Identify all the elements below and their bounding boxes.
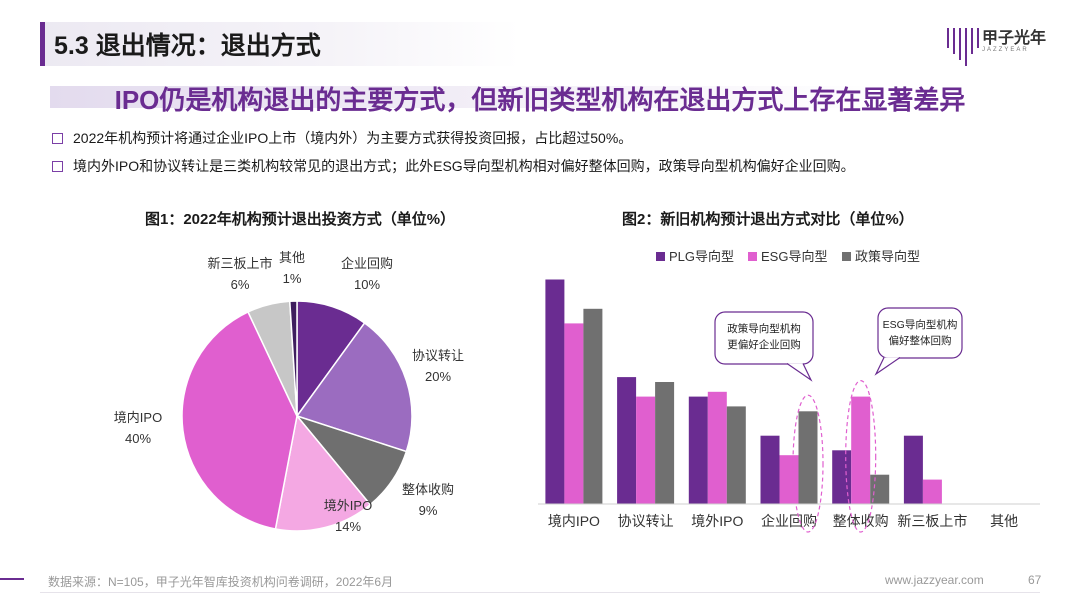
bullet-text: 境内外IPO和协议转让是三类机构较常见的退出方式；此外ESG导向型机构相对偏好整… <box>73 158 855 174</box>
x-tick-label: 协议转让 <box>618 513 674 529</box>
pie-slice-value: 10% <box>354 277 380 292</box>
highlight-ellipse <box>845 380 877 533</box>
brand-logo-icon <box>947 28 979 66</box>
pie-slice-value: 6% <box>231 277 250 292</box>
pie-slice-value: 20% <box>425 369 451 384</box>
brand-logo-subtext: JAZZYEAR <box>982 47 1029 53</box>
pie-slice-label: 其他 <box>279 250 305 265</box>
pie-slice-value: 14% <box>335 519 361 534</box>
bullet-item: 境内外IPO和协议转让是三类机构较常见的退出方式；此外ESG导向型机构相对偏好整… <box>52 156 855 176</box>
annotation-text: 政策导向型机构 <box>727 322 801 335</box>
x-tick-label: 境内IPO <box>548 513 600 529</box>
annotation-callout <box>877 307 963 359</box>
bar <box>832 450 852 504</box>
legend-swatch <box>842 252 851 261</box>
annotation-callout <box>714 311 814 365</box>
x-tick-label: 企业回购 <box>761 513 817 529</box>
bar <box>726 406 746 504</box>
pie-slice-label: 境内IPO <box>114 410 162 425</box>
bar <box>903 435 923 504</box>
pie-slice-label: 境外IPO <box>324 498 372 513</box>
bar <box>922 479 942 504</box>
page-title: 5.3 退出情况：退出方式 <box>54 32 321 60</box>
bar <box>779 455 799 504</box>
bullet-item: 2022年机构预计将通过企业IPO上市（境内外）为主要方式获得投资回报，占比超过… <box>52 128 632 148</box>
footer-url[interactable]: www.jazzyear.com <box>885 573 984 587</box>
bar <box>688 396 708 504</box>
pie-slice-value: 9% <box>419 503 438 518</box>
footer-divider <box>40 592 1040 593</box>
x-tick-label: 新三板上市 <box>897 513 967 529</box>
pie-slice-7 <box>288 300 298 417</box>
legend-swatch <box>656 252 665 261</box>
pie-chart: 企业回购 10% 协议转让 20% 整体收购 9% 境外IPO 14% 境内IPO 40% 新三板上… <box>114 250 464 534</box>
bullet-square-icon <box>52 160 63 172</box>
pie-slice-2 <box>295 321 413 453</box>
bar <box>798 411 818 504</box>
brand-logo-text: 甲子光年 <box>982 30 1047 47</box>
x-tick-label: 整体收购 <box>833 513 889 529</box>
bar <box>655 382 675 504</box>
pie-slice-label: 协议转让 <box>412 348 464 363</box>
footer-accent <box>0 578 24 580</box>
bar <box>707 391 727 504</box>
title-background <box>40 22 520 66</box>
pie-slice-label: 企业回购 <box>341 256 393 271</box>
bar <box>564 323 584 504</box>
title-accent-bar <box>40 22 45 66</box>
pie-slice-label: 新三板上市 <box>207 256 272 271</box>
legend-label: ESG导向型 <box>761 249 827 264</box>
pie-chart-title: 图1：2022年机构预计退出投资方式（单位%） <box>145 211 456 228</box>
bar <box>636 396 656 504</box>
annotation-text: 偏好整体回购 <box>889 334 952 347</box>
pie-slice-1 <box>296 300 366 419</box>
bar <box>545 279 565 504</box>
pie-slice-label: 整体收购 <box>402 482 454 497</box>
bullet-text: 2022年机构预计将通过企业IPO上市（境内外）为主要方式获得投资回报，占比超过… <box>73 130 633 146</box>
highlight-ellipse <box>792 394 824 533</box>
bar-chart: PLG导向型 ESG导向型 政策导向型境内IPO 协议转让 境外IPO 企业回购 整体收购新… <box>538 249 1040 533</box>
bar <box>583 308 603 504</box>
annotation-text: 更偏好企业回购 <box>727 338 801 351</box>
x-tick-label: 境外IPO <box>691 513 743 529</box>
annotation-text: ESG导向型机构 <box>883 318 958 331</box>
data-source: 数据来源：N=105，甲子光年智库投资机构问卷调研，2022年6月 <box>48 575 394 589</box>
annotation-pointer <box>786 363 813 382</box>
subtitle: IPO仍是机构退出的主要方式，但新旧类型机构在退出方式上存在显著差异 <box>114 85 966 115</box>
bar <box>870 474 890 504</box>
x-tick-label: 其他 <box>990 513 1018 529</box>
bar <box>760 435 780 504</box>
legend-label: PLG导向型 <box>669 249 734 264</box>
legend-label: 政策导向型 <box>855 249 920 264</box>
pie-slice-5 <box>181 310 298 530</box>
bar-chart-title: 图2：新旧机构预计退出方式对比（单位%） <box>622 211 914 228</box>
bar <box>851 396 871 504</box>
subtitle-band <box>50 86 890 108</box>
bullet-square-icon <box>52 132 63 144</box>
legend-swatch <box>748 252 757 261</box>
pie-slice-value: 40% <box>125 431 151 446</box>
bar <box>617 377 637 504</box>
page-number: 67 <box>1028 573 1042 587</box>
pie-slice-value: 1% <box>283 271 302 286</box>
pie-slice-4 <box>274 414 372 532</box>
annotation-pointer <box>874 357 901 376</box>
